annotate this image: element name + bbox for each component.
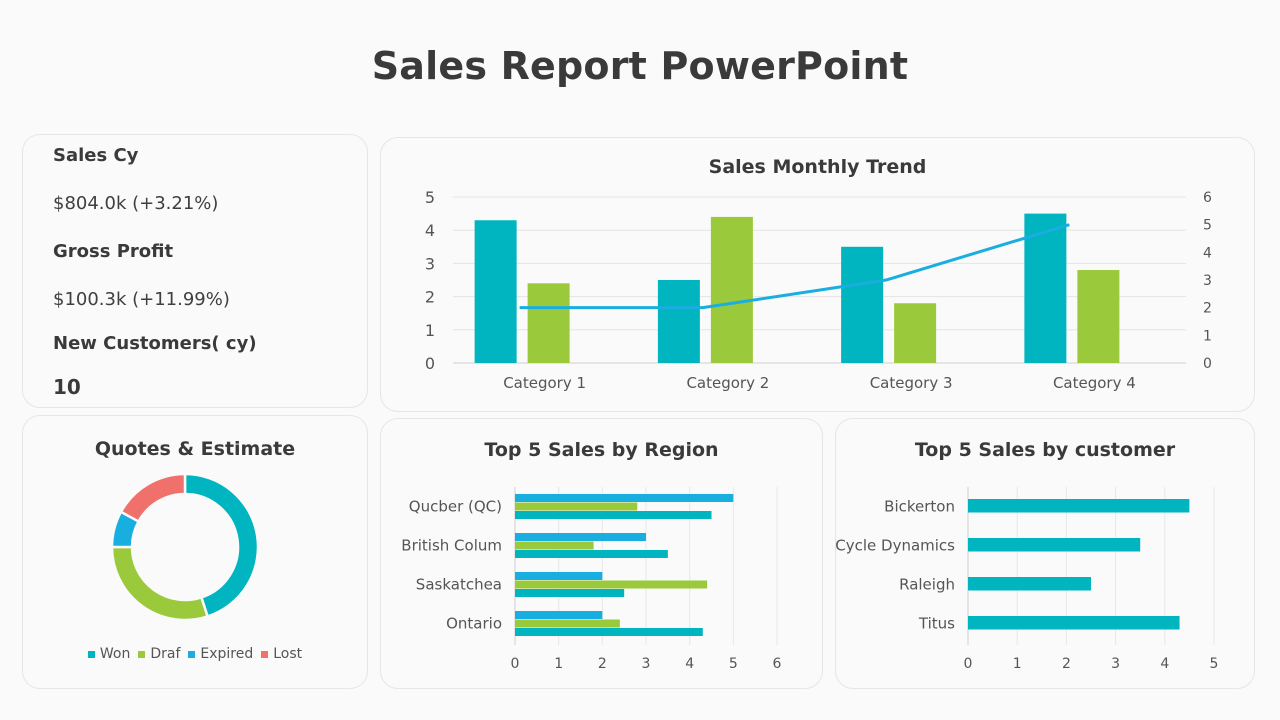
legend-item: Expired	[188, 646, 253, 662]
bar	[657, 280, 700, 363]
legend-label: Expired	[200, 646, 254, 662]
bar	[515, 533, 646, 541]
x-tick-label: 5	[1210, 656, 1219, 672]
bar	[515, 619, 620, 628]
y2-tick-label: 5	[1203, 218, 1212, 234]
y2-tick-label: 4	[1203, 245, 1212, 261]
quotes-donut-chart	[110, 472, 260, 622]
y2-tick-label: 6	[1203, 190, 1212, 206]
donut-slice	[110, 545, 210, 622]
bar	[515, 589, 625, 597]
new-customers-value: 10	[53, 375, 81, 399]
bar	[968, 616, 1180, 630]
x-tick-label: 3	[642, 656, 651, 672]
trend-line	[519, 223, 1070, 310]
bar	[515, 611, 603, 619]
quotes-card: Quotes & Estimate Won Draf Expired Lost	[22, 415, 368, 689]
legend-swatch	[87, 650, 95, 658]
y2-tick-label: 1	[1203, 328, 1212, 344]
bar	[515, 494, 734, 502]
y2-tick-label: 0	[1203, 356, 1212, 372]
bar	[894, 303, 937, 363]
customer-title: Top 5 Sales by customer	[914, 439, 1176, 461]
bar	[515, 502, 638, 511]
bar	[515, 550, 668, 558]
y-category-label: Bickerton	[884, 498, 955, 516]
customer-card: Top 5 Sales by customer 0 1 2 3 4 5 Bickerton C…	[835, 418, 1255, 689]
legend-swatch	[138, 650, 146, 658]
bar	[515, 628, 703, 636]
y-category-label: Qucber (QC)	[409, 498, 502, 516]
quotes-legend: Won Draf Expired Lost	[23, 646, 367, 662]
legend-label: Lost	[273, 646, 303, 662]
gross-profit-value: $100.3k (+11.99%)	[53, 289, 230, 310]
monthly-trend-chart: 0 1 2 3 4 5 0 1 2 3 4 5 6 Category 1 Category 2 Categor…	[425, 188, 1212, 392]
new-customers-label: New Customers( cy)	[53, 333, 257, 354]
y-tick-label: 3	[425, 254, 435, 273]
x-tick-label: 5	[729, 656, 738, 672]
x-tick-label: Category 1	[503, 374, 586, 392]
legend-item: Lost	[261, 646, 302, 662]
y2-tick-label: 2	[1203, 301, 1212, 317]
x-tick-label: 2	[1062, 656, 1071, 672]
y-category-label: Saskatchea	[416, 576, 502, 594]
bar	[710, 216, 753, 363]
legend-swatch	[261, 650, 269, 658]
bar	[1024, 213, 1067, 363]
y-category-label: Cycle Dynamics	[836, 537, 955, 555]
y-tick-label: 4	[425, 221, 435, 240]
y-tick-label: 0	[425, 354, 435, 373]
monthly-trend-card: Sales Monthly Trend 0 1 2 3 4 5 0 1 2 3 4 5 6 Categor…	[380, 137, 1255, 412]
page-title: Sales Report PowerPoint	[371, 44, 909, 88]
quotes-title: Quotes & Estimate	[94, 438, 296, 460]
bar	[1077, 270, 1120, 363]
x-tick-label: 1	[1013, 656, 1022, 672]
x-tick-label: Category 4	[1053, 374, 1136, 392]
bar	[474, 220, 517, 363]
y-category-label: British Colum	[401, 537, 502, 555]
kpi-card: Sales Cy $804.0k (+3.21%) Gross Profit $…	[22, 134, 368, 408]
bar	[515, 511, 712, 519]
x-tick-label: 0	[964, 656, 973, 672]
gross-profit-label: Gross Profit	[53, 241, 174, 262]
y-category-label: Titus	[918, 615, 955, 633]
donut-slice	[119, 472, 187, 524]
legend-label: Draf	[150, 646, 181, 662]
y-category-label: Raleigh	[899, 576, 955, 594]
x-tick-label: 4	[685, 656, 694, 672]
x-tick-label: 3	[1111, 656, 1120, 672]
y-tick-label: 5	[425, 188, 435, 207]
bar	[968, 499, 1190, 513]
legend-label: Won	[99, 646, 131, 662]
monthly-trend-title: Sales Monthly Trend	[708, 156, 927, 178]
sales-label: Sales Cy	[53, 145, 139, 166]
x-tick-label: 2	[598, 656, 607, 672]
y2-tick-label: 3	[1203, 273, 1212, 289]
x-tick-label: 1	[554, 656, 563, 672]
sales-value: $804.0k (+3.21%)	[53, 193, 219, 214]
bar	[515, 572, 603, 580]
bar	[515, 580, 708, 589]
x-tick-label: Category 2	[686, 374, 769, 392]
bar	[841, 246, 884, 363]
y-tick-label: 1	[425, 321, 435, 340]
region-card: Top 5 Sales by Region 0 1 2 3 4 5 6 Qucber (QC)…	[380, 418, 823, 689]
y-tick-label: 2	[425, 288, 435, 307]
legend-item: Won	[87, 646, 131, 662]
legend-item: Draf	[138, 646, 180, 662]
bar	[527, 283, 570, 363]
bar	[515, 541, 594, 550]
x-tick-label: 6	[773, 656, 782, 672]
x-tick-label: 4	[1160, 656, 1169, 672]
donut-slice	[183, 472, 260, 619]
x-tick-label: 0	[511, 656, 520, 672]
region-bar-chart: 0 1 2 3 4 5 6 Qucber (QC) British Colum Saskatche…	[401, 487, 782, 672]
customer-bar-chart: 0 1 2 3 4 5 Bickerton Cycle Dynamics Raleigh Titu…	[836, 487, 1219, 672]
bar	[968, 577, 1091, 591]
y-category-label: Ontario	[446, 615, 502, 633]
x-tick-label: Category 3	[870, 374, 953, 392]
bar	[968, 538, 1141, 552]
legend-swatch	[188, 650, 196, 658]
region-title: Top 5 Sales by Region	[484, 439, 719, 461]
